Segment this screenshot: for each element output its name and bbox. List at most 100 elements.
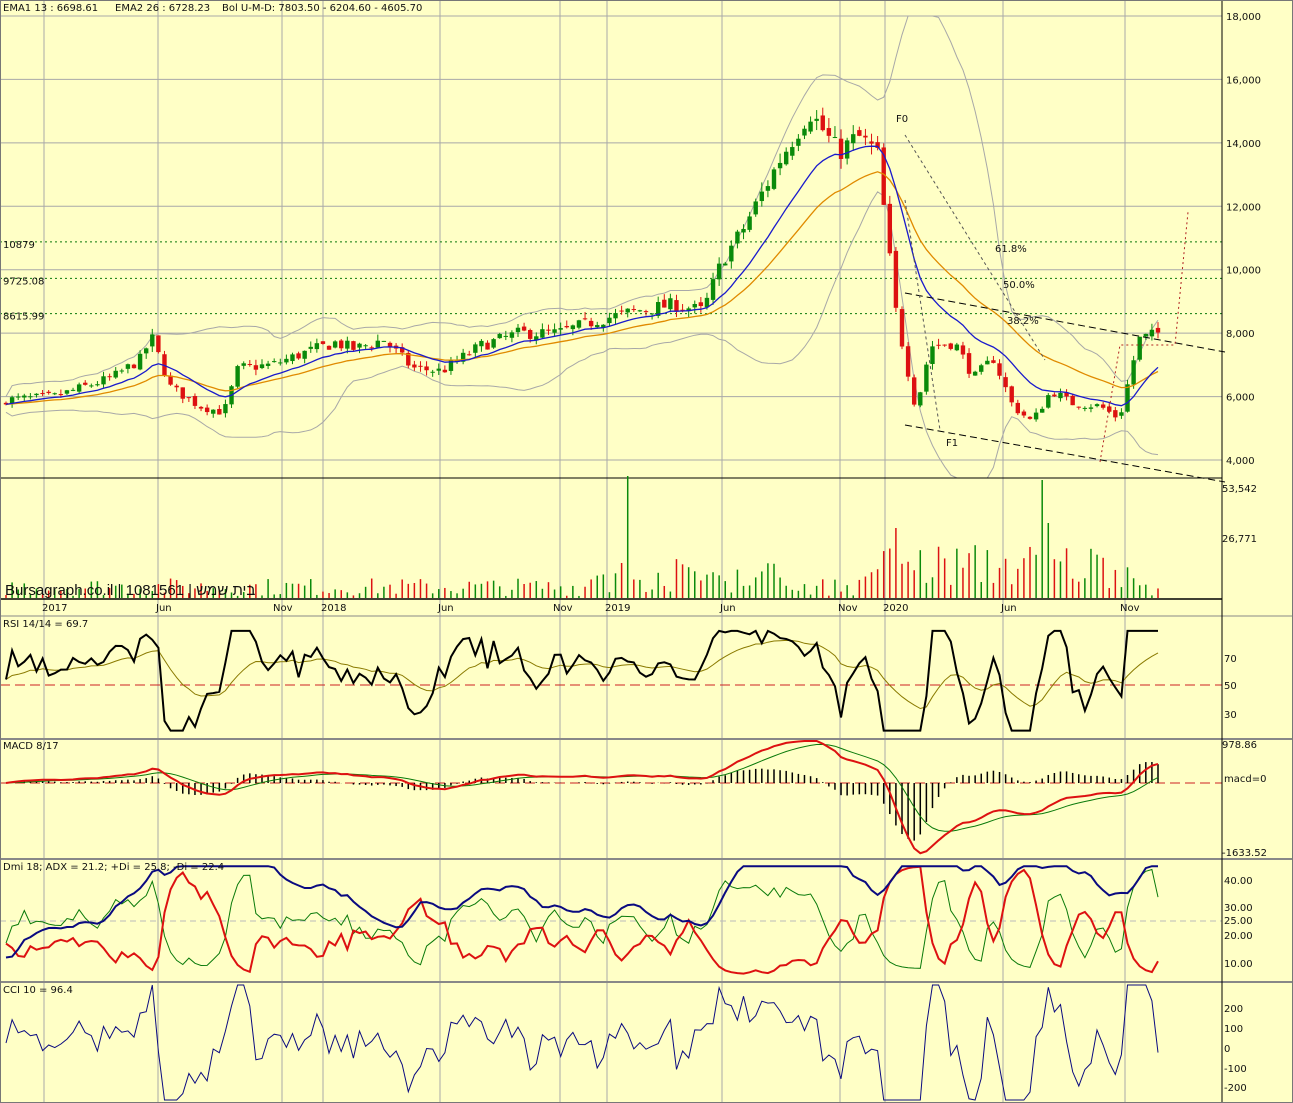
rsi-ma-line [5, 639, 1159, 710]
volume-tick-high: 53,542 [1222, 484, 1257, 495]
candle-body [601, 324, 606, 328]
price-y-ticks: 18,000 16,000 14,000 12,000 10,000 8,000 6,000… [1226, 12, 1261, 467]
candle-body [649, 313, 655, 315]
candle-body [339, 340, 344, 349]
candle-body [1107, 406, 1112, 412]
candle-body [954, 344, 960, 351]
candle-body [899, 309, 905, 347]
candle-body [753, 201, 758, 215]
candle-body [430, 371, 435, 373]
candle-body [869, 141, 874, 144]
fib-line-b [904, 134, 1046, 361]
candle-body [1039, 408, 1045, 413]
candle-body [174, 385, 179, 388]
candle-body [966, 353, 972, 374]
candle-body [351, 341, 356, 350]
candle-body [1155, 327, 1161, 333]
candle-body [1131, 360, 1136, 385]
x-label-10: Jun [1000, 603, 1017, 614]
candle-body [972, 371, 978, 376]
candle-body [326, 345, 332, 350]
dmi-tick-40: 40.00 [1224, 876, 1253, 887]
candle-body [826, 128, 832, 136]
candle-body [985, 360, 990, 365]
candle-body [107, 376, 112, 378]
candle-body [790, 147, 795, 156]
candle-body [540, 329, 545, 338]
cci-tick-0: 0 [1224, 1044, 1230, 1055]
watermark: Bursagraph.co.il | 1081561 | בית שמש [5, 582, 255, 599]
candle-body [692, 304, 697, 308]
marker-f0: F0 [896, 114, 908, 125]
level-label-0: 10879 [3, 240, 35, 251]
candle-body [113, 370, 118, 378]
candle-body [887, 203, 893, 254]
candle-body [40, 393, 45, 395]
candle-body [363, 345, 368, 347]
dmi-title: Dmi 18; ADX = 21.2; +Di = 25.8; -Di = 22… [3, 862, 224, 873]
candle-body [582, 318, 588, 320]
candle-body [418, 365, 423, 367]
dmi-tick-30: 30.00 [1224, 903, 1253, 914]
x-label-9: 2020 [883, 603, 908, 614]
bollinger-upper [5, 15, 1159, 397]
candlesticks [3, 107, 1161, 422]
candle-body [150, 334, 155, 347]
candle-body [991, 360, 996, 363]
candle-body [131, 364, 137, 369]
macd-histogram [11, 762, 1159, 841]
candle-body [70, 389, 76, 391]
candle-body [1046, 395, 1051, 408]
candle-body [1058, 392, 1063, 399]
candle-body [1076, 406, 1081, 408]
candle-body [747, 216, 752, 230]
price-tick-0: 18,000 [1226, 12, 1261, 23]
price-tick-2: 14,000 [1226, 139, 1261, 150]
candle-body [857, 130, 862, 136]
price-tick-5: 8,000 [1226, 329, 1255, 340]
candle-body [716, 263, 722, 280]
candle-body [723, 263, 728, 266]
candle-body [979, 365, 984, 372]
ema2-line [5, 171, 1159, 406]
rsi-line [5, 629, 1158, 732]
candle-body [741, 229, 746, 233]
candle-body [204, 407, 210, 413]
candle-body [595, 325, 600, 328]
candle-body [497, 333, 502, 339]
x-label-11: Nov [1120, 603, 1140, 614]
price-tick-4: 10,000 [1226, 266, 1261, 277]
candle-body [997, 363, 1002, 376]
candle-body [570, 325, 576, 330]
candle-body [253, 365, 259, 370]
x-label-7: Jun [719, 603, 736, 614]
candle-body [576, 320, 582, 328]
candle-body [95, 384, 100, 386]
adx-line [5, 865, 1158, 959]
candle-body [34, 393, 39, 396]
fib-label-382: 38.2% [1007, 316, 1039, 327]
candle-body [948, 343, 953, 349]
candle-body [893, 250, 899, 308]
rsi-panel: RSI 14/14 = 69.7 70 50 30 [0, 615, 1293, 732]
candle-body [119, 370, 125, 372]
candle-body [198, 406, 204, 409]
candle-body [1064, 392, 1069, 397]
x-axis-labels: 2017 Jun Nov 2018 Jun Nov 2019 Jun Nov 2020 Jun Nov [42, 603, 1140, 614]
candle-body [89, 385, 94, 387]
candle-body [735, 231, 740, 244]
candle-body [771, 169, 777, 189]
candle-body [613, 313, 618, 319]
candle-body [235, 366, 240, 387]
rsi-title: RSI 14/14 = 69.7 [3, 619, 88, 630]
candle-body [1009, 386, 1014, 403]
candle-body [729, 245, 734, 262]
candle-body [15, 396, 21, 398]
candle-body [284, 358, 289, 363]
candle-body [777, 162, 783, 169]
candle-body [259, 364, 265, 369]
candle-body [399, 347, 405, 353]
cci-title: CCI 10 = 96.4 [3, 985, 73, 996]
candle-body [936, 344, 941, 346]
candle-body [942, 344, 947, 346]
